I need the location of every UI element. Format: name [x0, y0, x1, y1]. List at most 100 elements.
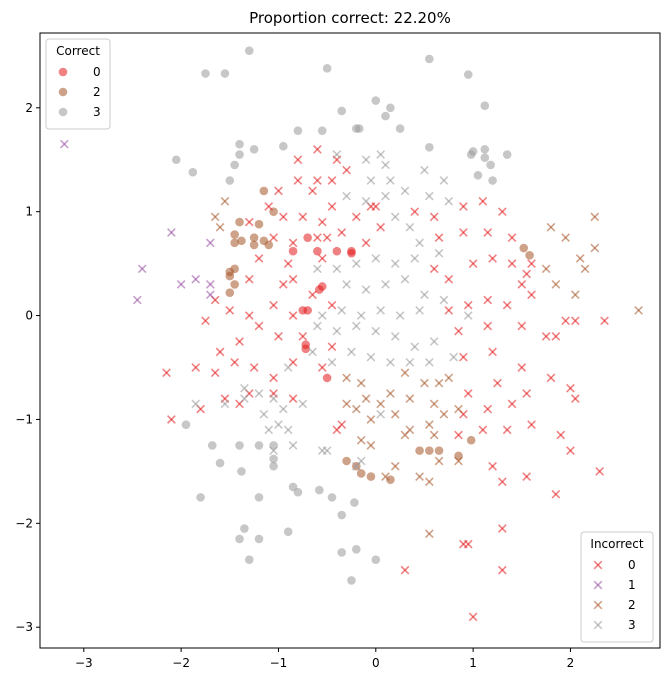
incorrect-class-0-marker [317, 217, 327, 227]
correct-class-2-point [230, 264, 239, 274]
incorrect-class-3-marker [410, 254, 420, 263]
correct-class-2-point [425, 446, 434, 455]
correct-class-2-point [230, 230, 239, 239]
incorrect-class-0-marker [488, 461, 497, 471]
incorrect-class-2-marker [439, 409, 449, 419]
incorrect-class-0-marker [288, 311, 298, 320]
incorrect-class-0-marker [517, 321, 527, 331]
incorrect-class-3-marker [332, 264, 342, 274]
incorrect-class-0-marker [459, 228, 468, 237]
incorrect-class-3-marker [371, 254, 381, 263]
incorrect-class-2-marker [590, 243, 600, 253]
correct-class-0-point [303, 233, 312, 242]
incorrect-class-0-marker [561, 316, 570, 326]
incorrect-class-3-marker [444, 196, 454, 206]
incorrect-class-3-marker [259, 409, 269, 419]
correct-class-2-point [249, 233, 259, 242]
incorrect-class-0-marker [570, 316, 580, 326]
correct-class-3-point [350, 498, 359, 507]
correct-class-3-point [473, 171, 483, 180]
incorrect-class-3-marker [240, 394, 249, 404]
incorrect-class-0-marker [317, 254, 327, 263]
incorrect-class-0-marker [410, 207, 420, 217]
incorrect-class-0-marker [541, 331, 551, 341]
correct-class-0-point [288, 246, 298, 256]
correct-class-3-point [395, 124, 405, 133]
incorrect-class-1-marker [205, 290, 215, 300]
incorrect-class-0-marker [162, 368, 171, 378]
incorrect-class-0-marker [429, 264, 439, 274]
incorrect-class-0-marker [327, 202, 337, 211]
incorrect-class-2-marker [400, 368, 410, 378]
incorrect-class-2-marker [366, 415, 376, 424]
y-tick-label: 1 [25, 205, 33, 219]
incorrect-class-0-marker [507, 233, 517, 243]
incorrect-class-0-marker [566, 383, 575, 393]
correct-class-2-point [415, 446, 424, 455]
incorrect-class-3-marker [400, 274, 410, 284]
incorrect-class-3-marker [332, 326, 342, 336]
incorrect-class-2-marker [424, 477, 434, 487]
incorrect-class-3-marker [405, 357, 415, 367]
incorrect-class-3-marker [381, 191, 390, 201]
incorrect-class-0-marker [298, 331, 308, 341]
correct-class-3-point [171, 155, 181, 165]
incorrect-class-2-marker [405, 425, 415, 435]
incorrect-class-2-marker [361, 394, 371, 404]
incorrect-class-3-marker [351, 259, 361, 268]
correct-class-3-point [215, 458, 225, 468]
incorrect-class-0-marker [507, 259, 517, 268]
legend-label: 3 [628, 618, 636, 632]
incorrect-class-1-marker [59, 139, 69, 149]
incorrect-class-0-marker [527, 290, 536, 300]
incorrect-class-3-marker [313, 264, 322, 274]
incorrect-class-0-marker [483, 228, 493, 237]
correct-class-3-point [337, 106, 347, 116]
incorrect-class-2-marker [444, 373, 454, 383]
incorrect-class-0-marker [313, 176, 322, 185]
correct-class-3-point [486, 160, 495, 170]
incorrect-class-0-marker [570, 394, 580, 404]
incorrect-class-3-marker [420, 290, 429, 300]
incorrect-class-0-marker [444, 306, 454, 315]
incorrect-class-2-marker [546, 222, 556, 232]
chart-title: Proportion correct: 22.20% [249, 9, 451, 27]
incorrect-class-0-marker [493, 378, 502, 388]
incorrect-class-0-marker [327, 300, 337, 310]
incorrect-class-2-marker [342, 399, 351, 409]
correct-class-3-point [220, 69, 230, 78]
incorrect-class-0-marker [444, 274, 454, 284]
incorrect-class-3-marker [429, 337, 439, 346]
incorrect-class-0-marker [230, 357, 240, 367]
y-tick-label: −1 [15, 412, 33, 426]
incorrect-class-3-marker [347, 347, 356, 357]
incorrect-class-0-marker [351, 212, 361, 222]
correct-class-2-point [230, 238, 239, 248]
incorrect-class-3-marker [361, 155, 371, 165]
correct-class-3-point [317, 126, 327, 135]
x-tick-label: −1 [270, 656, 288, 670]
correct-class-3-point [463, 70, 473, 79]
incorrect-class-0-marker [288, 238, 298, 248]
incorrect-class-0-marker [313, 233, 322, 243]
correct-class-2-point [356, 469, 366, 478]
incorrect-class-0-marker [210, 368, 220, 378]
incorrect-class-0-marker [502, 425, 512, 435]
legend-marker [58, 107, 68, 117]
incorrect-class-0-marker [459, 202, 468, 211]
incorrect-class-3-marker [283, 425, 293, 435]
correct-class-3-point [371, 555, 381, 564]
correct-class-3-point [254, 493, 264, 502]
correct-class-3-point [225, 176, 235, 185]
incorrect-class-3-marker [322, 446, 332, 455]
incorrect-class-3-marker [449, 352, 459, 362]
legend-marker [593, 580, 603, 590]
incorrect-class-3-marker [220, 399, 230, 409]
correct-class-3-point [269, 454, 278, 464]
incorrect-class-0-marker [429, 212, 439, 222]
correct-class-0-point [313, 246, 322, 256]
incorrect-class-3-marker [390, 331, 400, 341]
incorrect-class-0-marker [269, 300, 278, 310]
incorrect-class-0-marker [167, 415, 176, 424]
